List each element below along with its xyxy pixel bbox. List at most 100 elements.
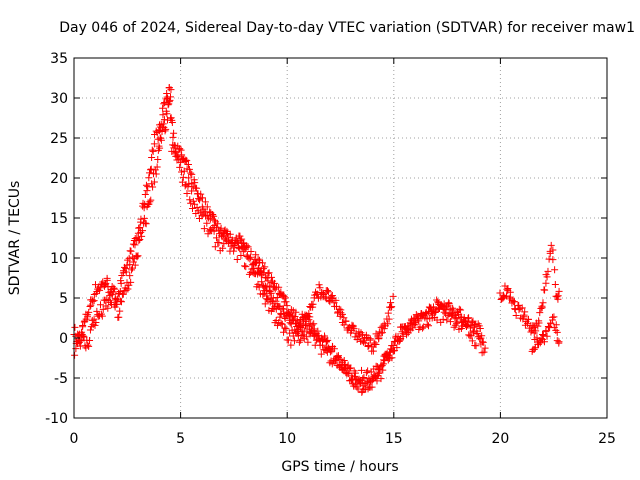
data-point (324, 287, 332, 295)
data-point (217, 231, 225, 239)
data-point (126, 272, 134, 280)
data-point (532, 327, 540, 335)
data-point (381, 357, 389, 365)
data-point (219, 244, 227, 252)
data-point (244, 254, 252, 262)
data-point (375, 334, 383, 342)
data-point (142, 181, 150, 189)
data-point (358, 366, 366, 374)
data-point (384, 320, 392, 328)
data-point (265, 269, 273, 277)
data-point (138, 232, 146, 240)
data-point (259, 290, 267, 298)
data-point (233, 256, 241, 264)
data-point (146, 198, 154, 206)
data-point (547, 319, 555, 327)
data-point (281, 294, 289, 302)
data-point (308, 321, 316, 329)
data-point (357, 329, 365, 337)
y-tick-label: 20 (50, 171, 68, 187)
data-point (335, 305, 343, 313)
data-point (365, 341, 373, 349)
y-tick-label: 35 (50, 51, 68, 67)
data-point (200, 225, 208, 233)
data-point (349, 380, 357, 388)
data-point (301, 322, 309, 330)
data-point (378, 362, 386, 370)
y-tick-label: -5 (54, 371, 68, 387)
data-point (128, 266, 136, 274)
data-point (538, 304, 546, 312)
data-point (264, 269, 272, 277)
data-point (345, 365, 353, 373)
data-point (444, 311, 452, 319)
data-point (315, 281, 323, 289)
data-point (547, 241, 555, 249)
data-point (176, 145, 184, 153)
data-point (84, 341, 92, 349)
data-point (445, 300, 453, 308)
data-point (255, 283, 263, 291)
data-point (330, 345, 338, 353)
data-point (248, 265, 256, 273)
data-point (282, 298, 290, 306)
data-point (113, 300, 121, 308)
data-point (182, 156, 190, 164)
data-point (153, 163, 161, 171)
data-point (150, 140, 158, 148)
data-point (218, 233, 226, 241)
data-point (193, 203, 201, 211)
data-point (191, 179, 199, 187)
data-point (266, 282, 274, 290)
data-point (292, 308, 300, 316)
data-point (337, 309, 345, 317)
data-point (161, 127, 169, 135)
y-tick-label: 15 (50, 211, 68, 227)
data-point (131, 241, 139, 249)
data-point (117, 279, 125, 287)
data-point (180, 167, 188, 175)
data-point (332, 296, 340, 304)
data-point (100, 281, 108, 289)
data-point (393, 344, 401, 352)
data-point (453, 319, 461, 327)
data-point (270, 305, 278, 313)
data-point (357, 337, 365, 345)
data-point (169, 133, 177, 141)
data-point (163, 110, 171, 118)
data-point (518, 304, 526, 312)
data-point (361, 379, 369, 387)
data-point (520, 311, 528, 319)
data-point (277, 319, 285, 327)
data-point (364, 367, 372, 375)
data-point (304, 338, 312, 346)
data-point (503, 292, 511, 300)
data-point (79, 323, 87, 331)
data-point (389, 292, 397, 300)
data-point (150, 178, 158, 186)
y-axis-label: SDTVAR / TECUs (7, 181, 23, 296)
data-point (343, 370, 351, 378)
data-point (360, 373, 368, 381)
data-point (122, 265, 130, 273)
data-point (297, 336, 305, 344)
data-point (91, 321, 99, 329)
data-point (203, 203, 211, 211)
data-point (316, 284, 324, 292)
data-point (535, 340, 543, 348)
data-point (389, 347, 397, 355)
data-point (555, 339, 563, 347)
data-point (376, 365, 384, 373)
data-point (504, 285, 512, 293)
data-point (79, 332, 87, 340)
y-tick-label: 30 (50, 91, 68, 107)
data-point (340, 321, 348, 329)
data-point (149, 147, 157, 155)
data-point (399, 330, 407, 338)
data-point (211, 243, 219, 251)
data-point (394, 333, 402, 341)
data-point (454, 318, 462, 326)
data-point (236, 232, 244, 240)
data-point (92, 319, 100, 327)
data-point (252, 259, 260, 267)
